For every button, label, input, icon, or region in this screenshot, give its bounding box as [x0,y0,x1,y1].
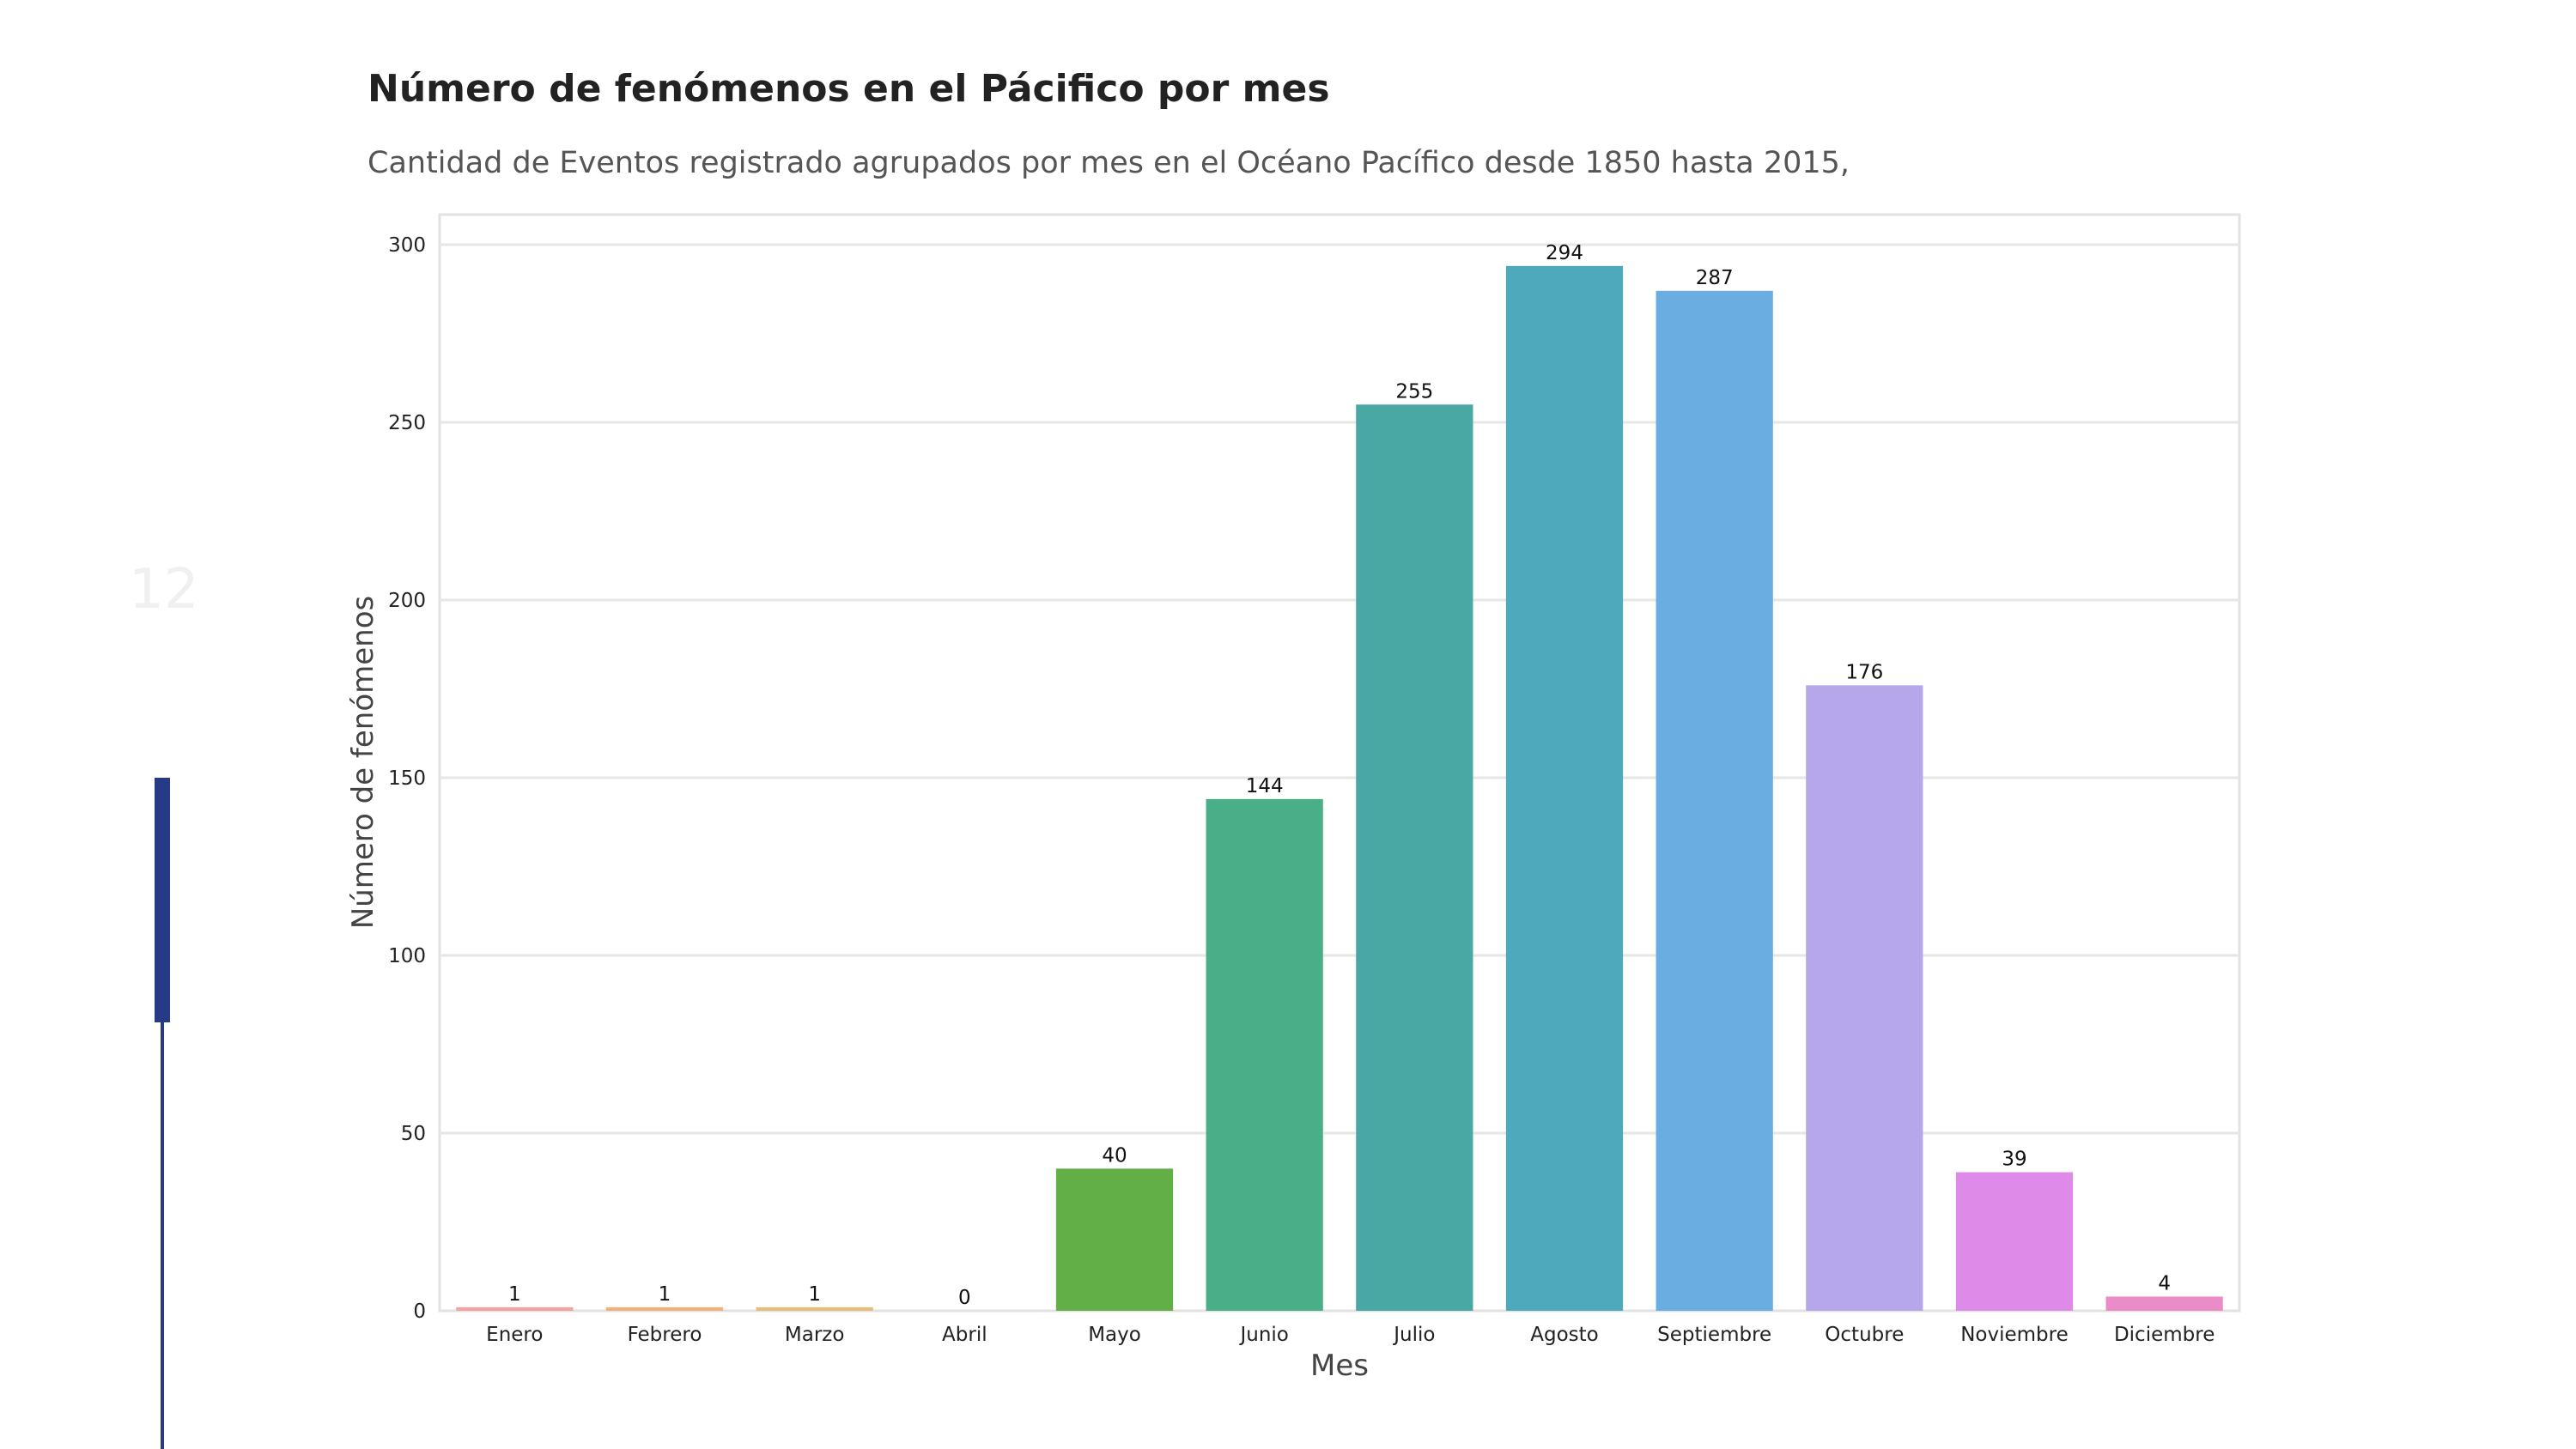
x-tick-label: Agosto [1530,1324,1598,1346]
data-label: 1 [808,1283,821,1306]
data-label: 287 [1696,267,1734,289]
x-tick-label: Julio [1392,1324,1435,1346]
bar [2105,1296,2223,1311]
x-tick-label: Noviembre [1960,1324,2069,1346]
bar [756,1307,873,1311]
x-tick-label: Enero [486,1324,543,1346]
y-tick-label: 300 [388,234,426,257]
y-tick-label: 150 [388,767,426,790]
x-tick-label: Septiembre [1657,1324,1771,1346]
data-label: 176 [1845,661,1883,683]
bar [1055,1168,1174,1311]
data-label: 39 [2002,1149,2026,1171]
slide-number: 12 [129,558,199,621]
y-tick-label: 50 [401,1123,426,1145]
data-label: 144 [1246,775,1284,797]
plot-frame [438,213,2241,1313]
x-tick-label: Diciembre [2114,1324,2215,1346]
data-label: 4 [2158,1272,2171,1294]
x-axis-label: Mes [1310,1349,1369,1383]
bar [1955,1172,2074,1311]
x-tick-label: Abril [942,1324,987,1346]
accent-bar [155,778,170,1022]
y-axis-label: Número de fenómenos [346,596,380,930]
bar [1206,798,1323,1311]
data-label: 40 [1102,1144,1127,1167]
bar [456,1307,574,1311]
bar [605,1307,724,1311]
y-tick-label: 100 [388,945,426,967]
bar [1806,685,1923,1311]
x-tick-label: Octubre [1825,1324,1904,1346]
y-tick-label: 250 [388,412,426,434]
data-label: 255 [1395,380,1433,403]
accent-line [161,1022,164,1449]
chart-title: Número de fenómenos en el Pácifico por m… [368,67,1330,111]
x-tick-label: Febrero [628,1324,702,1346]
x-tick-label: Marzo [785,1324,845,1346]
bar [1505,265,1624,1312]
data-label: 1 [508,1283,521,1306]
data-label: 294 [1546,242,1583,264]
chart-subtitle: Cantidad de Eventos registrado agrupados… [368,146,1850,180]
x-tick-label: Mayo [1088,1324,1141,1346]
bar [1656,290,1773,1311]
x-tick-label: Junio [1238,1324,1288,1346]
bar [1356,404,1473,1311]
data-label: 0 [958,1287,971,1309]
y-tick-label: 0 [413,1300,426,1323]
y-tick-label: 200 [388,590,426,612]
data-label: 1 [659,1283,671,1306]
